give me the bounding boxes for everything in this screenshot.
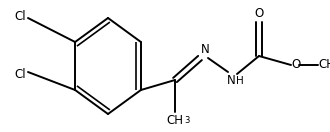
Text: N: N — [201, 43, 210, 56]
Text: CH: CH — [167, 114, 183, 127]
Text: Cl: Cl — [14, 68, 26, 81]
Text: 3: 3 — [184, 116, 189, 125]
Text: N: N — [227, 74, 236, 87]
Text: O: O — [291, 58, 300, 70]
Text: O: O — [254, 7, 264, 20]
Text: CH: CH — [318, 58, 330, 70]
Text: H: H — [236, 76, 244, 86]
Text: Cl: Cl — [14, 10, 26, 23]
